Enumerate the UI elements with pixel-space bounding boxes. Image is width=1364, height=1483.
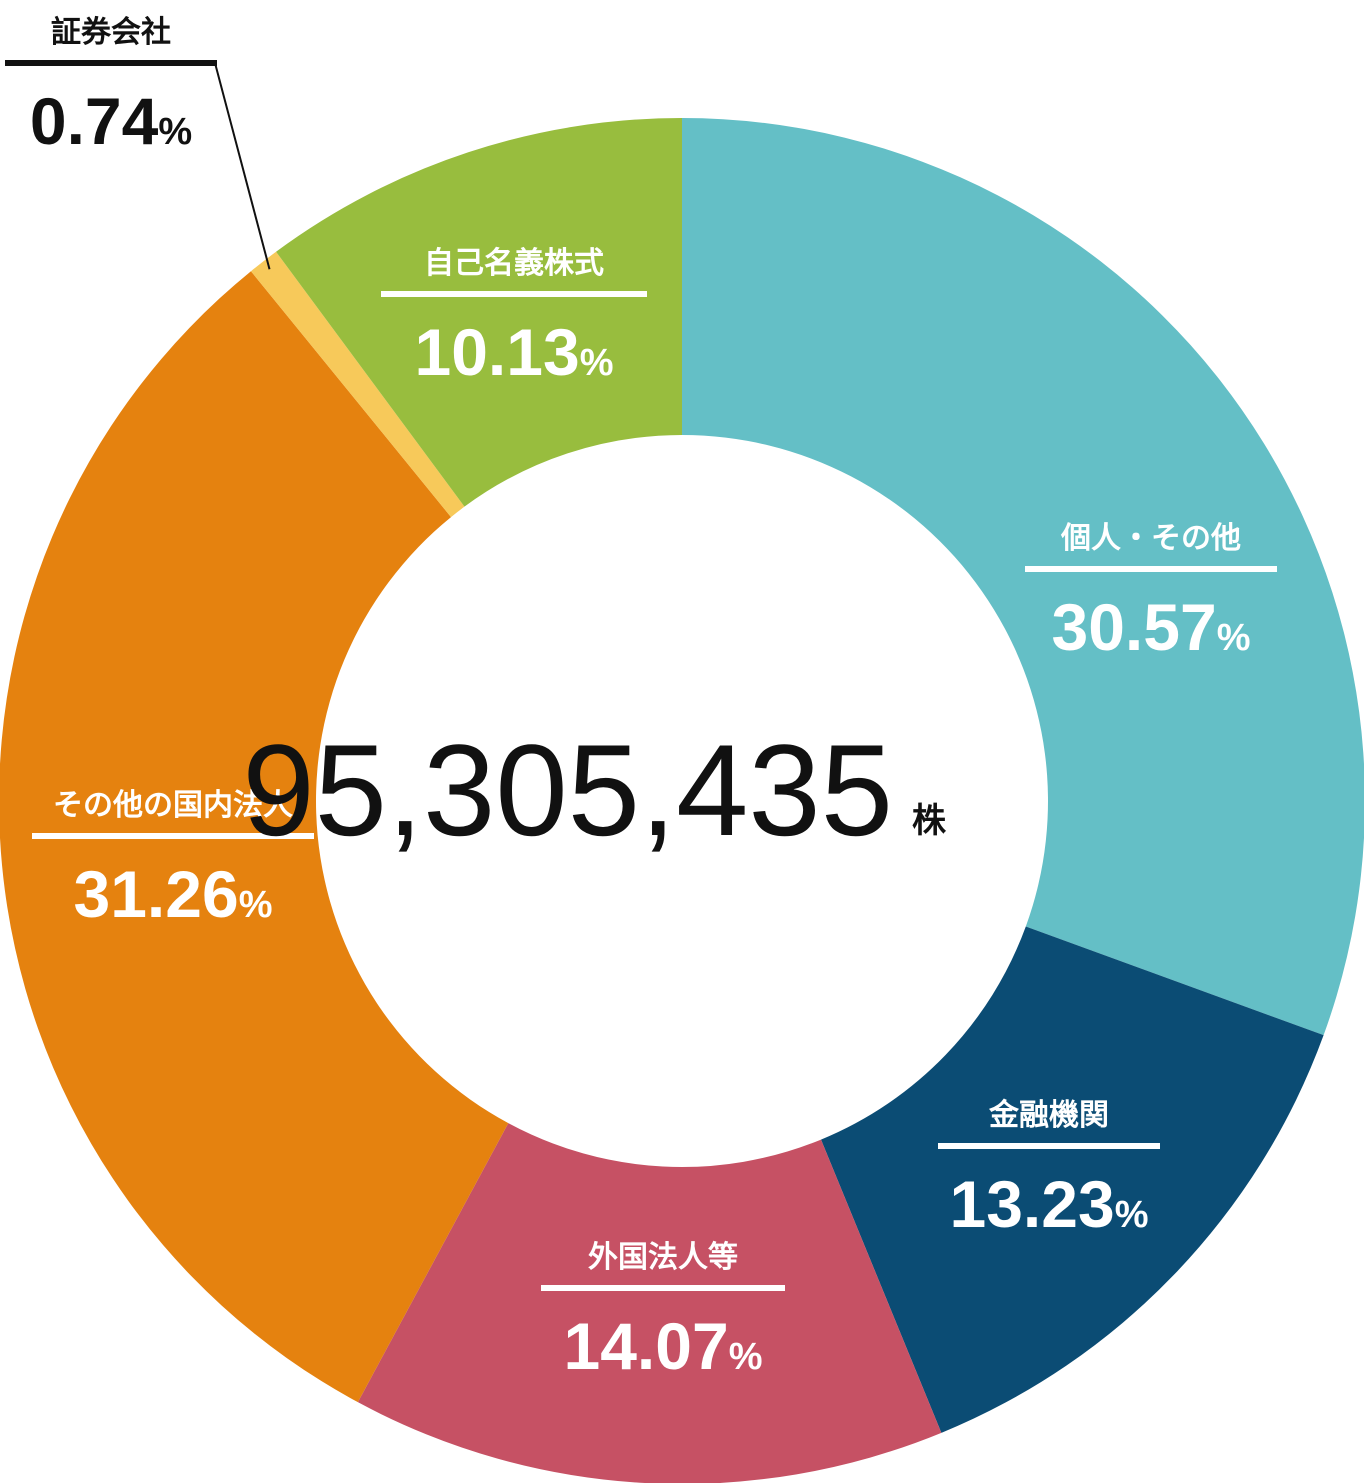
slice-value-percent: % [580, 342, 614, 384]
donut-slice [357, 1123, 942, 1483]
slice-label: 自己名義株式 [424, 246, 604, 281]
center-total-value: 95,305,435 [242, 717, 893, 863]
donut-slice [250, 251, 465, 518]
slice-label-group: 外国法人等 14.07% [541, 1240, 785, 1383]
slice-value-number: 31.26 [74, 857, 239, 931]
slice-label-underline [541, 1285, 785, 1291]
center-total: 95,305,435 株 [242, 717, 947, 863]
slice-value: 13.23% [950, 1167, 1149, 1241]
slice-value: 30.57% [1052, 590, 1251, 664]
slice-value-percent: % [729, 1336, 763, 1378]
slice-label-underline [938, 1143, 1160, 1149]
slice-label: その他の国内法人 [53, 788, 293, 823]
leader-line [214, 62, 271, 270]
slice-value: 0.74% [30, 84, 192, 158]
slice-label-group: 自己名義株式 10.13% [381, 246, 647, 389]
slice-value-number: 10.13 [415, 315, 580, 389]
leader-line-group [214, 62, 271, 270]
donut-slice [682, 118, 1364, 1036]
slice-label-group: 個人・その他 30.57% [1025, 521, 1277, 664]
slice-label-underline [1025, 566, 1277, 572]
slice-label: 証券会社 [51, 15, 171, 50]
slice-value-number: 14.07 [564, 1309, 729, 1383]
center-total-unit: 株 [912, 801, 947, 841]
slice-label-underline [32, 833, 314, 839]
donut-slice [820, 926, 1324, 1433]
slice-value-number: 30.57 [1052, 590, 1217, 664]
slice-label: 金融機関 [988, 1098, 1109, 1133]
donut-slice [276, 118, 682, 507]
slice-label: 個人・その他 [1060, 521, 1241, 556]
slice-label-group: 証券会社 0.74% [5, 15, 217, 158]
slice-value: 14.07% [564, 1309, 763, 1383]
slice-value-percent: % [239, 884, 273, 926]
slice-value: 31.26% [74, 857, 273, 931]
slice-value-number: 0.74 [30, 84, 159, 158]
slice-value-percent: % [158, 111, 192, 153]
slice-label-underline [5, 60, 217, 66]
slice-value-percent: % [1217, 617, 1251, 659]
slice-label-group: その他の国内法人 31.26% [32, 788, 314, 931]
slice-label-underline [381, 291, 647, 297]
slice-value-number: 13.23 [950, 1167, 1115, 1241]
slice-value-percent: % [1115, 1194, 1149, 1236]
slice-value: 10.13% [415, 315, 614, 389]
slice-label: 外国法人等 [588, 1240, 738, 1275]
slice-label-group: 金融機関 13.23% [938, 1098, 1160, 1241]
slice-labels: 個人・その他30.57%金融機関13.23%外国法人等14.07%その他の国内法… [5, 15, 1277, 1383]
